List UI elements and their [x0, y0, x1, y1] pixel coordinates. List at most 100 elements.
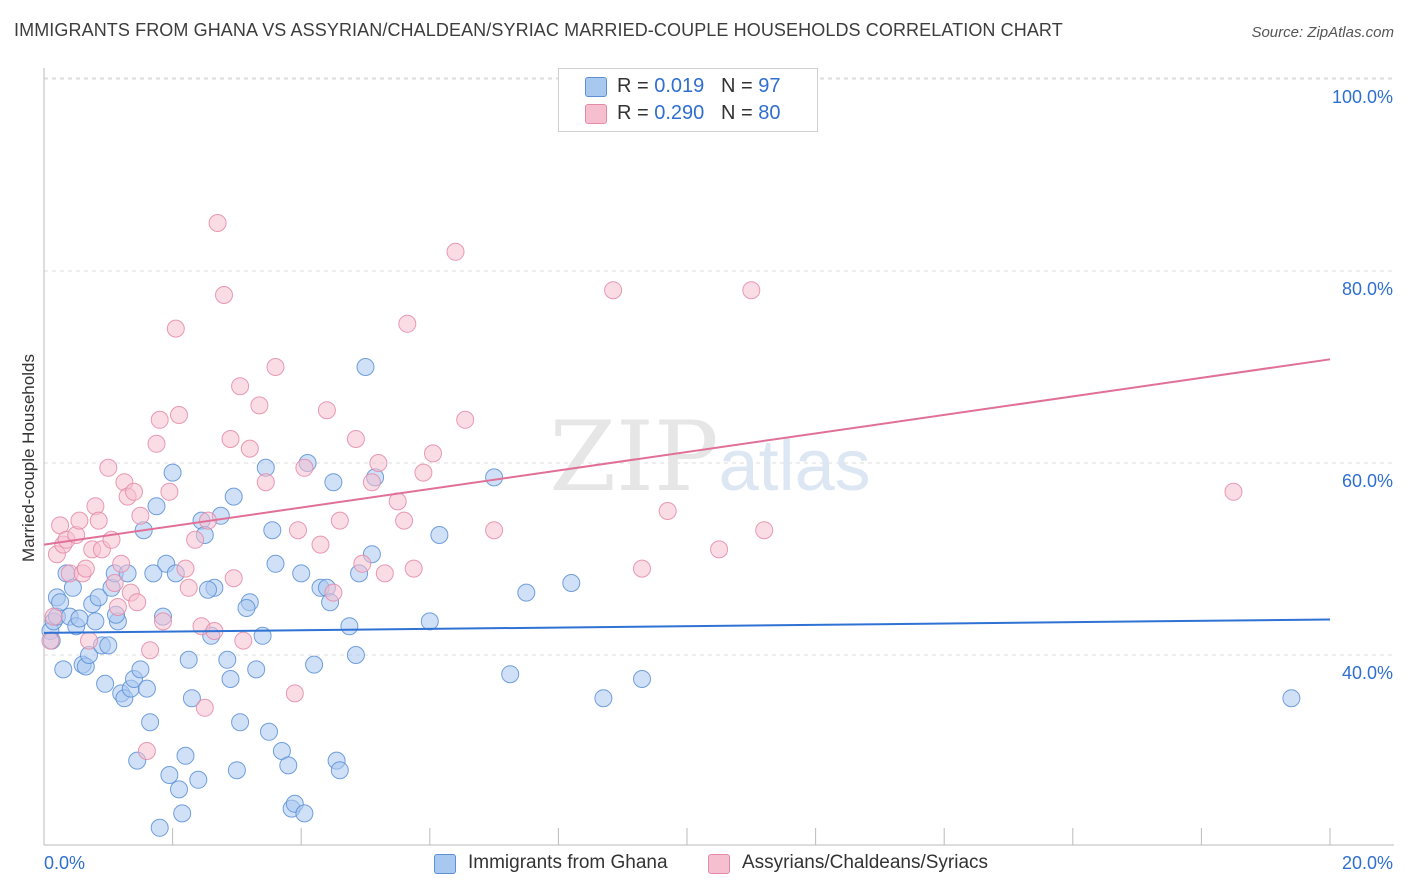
- point-assyrian: [375, 564, 394, 583]
- point-assyrian: [128, 593, 147, 612]
- point-assyrian: [112, 554, 131, 573]
- point-ghana: [346, 646, 365, 664]
- legend-r-value: 0.290: [654, 102, 705, 124]
- point-assyrian: [346, 430, 365, 448]
- point-assyrian: [41, 631, 60, 650]
- point-ghana: [170, 780, 188, 799]
- point-assyrian: [224, 569, 243, 588]
- point-ghana: [199, 580, 217, 599]
- x-tick-label: 0.0%: [44, 853, 85, 873]
- point-assyrian: [404, 559, 423, 578]
- point-assyrian: [755, 521, 774, 540]
- point-ghana: [227, 761, 246, 780]
- legend-swatch-blue: [585, 77, 607, 97]
- point-assyrian: [160, 482, 179, 501]
- point-ghana: [54, 660, 73, 679]
- point-ghana: [224, 487, 243, 506]
- point-ghana: [163, 463, 182, 482]
- point-ghana: [247, 660, 266, 679]
- legend-n-value: 80: [758, 102, 781, 124]
- point-assyrian: [604, 281, 623, 300]
- watermark: ZIPatlas: [549, 401, 870, 513]
- point-ghana: [160, 766, 179, 784]
- point-ghana: [266, 554, 285, 573]
- point-assyrian: [742, 281, 761, 300]
- trend-line-assyrian: [43, 358, 1331, 546]
- x-tick-labels: 0.0% 20.0%: [44, 853, 1393, 873]
- point-ghana: [324, 473, 343, 492]
- point-ghana: [562, 574, 581, 592]
- gridlines: [44, 77, 1394, 656]
- legend-n-value: 97: [758, 75, 781, 97]
- legend-r-label: R =: [617, 102, 649, 124]
- point-assyrian: [398, 314, 417, 333]
- point-ghana: [137, 679, 156, 698]
- point-assyrian: [147, 434, 166, 453]
- point-assyrian: [289, 521, 307, 540]
- source-label: Source: ZipAtlas.com: [1251, 24, 1394, 41]
- y-tick-label: 80.0%: [1342, 279, 1393, 299]
- point-assyrian: [154, 612, 172, 631]
- point-assyrian: [395, 511, 414, 530]
- point-ghana: [633, 670, 651, 688]
- point-ghana: [237, 599, 256, 617]
- point-assyrian: [108, 598, 127, 616]
- point-ghana: [485, 468, 504, 487]
- point-assyrian: [658, 502, 677, 520]
- point-assyrian: [89, 511, 108, 530]
- point-assyrian: [1224, 482, 1243, 501]
- stats-legend: R = 0.019 N = 97 R = 0.290 N = 80: [558, 68, 818, 132]
- series-assyrian-points: [41, 214, 1243, 760]
- point-assyrian: [353, 554, 372, 573]
- point-ghana: [260, 722, 278, 741]
- point-assyrian: [311, 535, 330, 554]
- point-ghana: [189, 770, 208, 789]
- point-assyrian: [215, 286, 233, 304]
- watermark-atlas: atlas: [719, 426, 871, 506]
- axes: [43, 68, 1394, 846]
- point-assyrian: [295, 458, 314, 477]
- point-ghana: [594, 689, 613, 708]
- y-axis-label: Married-couple Households: [19, 354, 38, 562]
- point-assyrian: [710, 540, 729, 559]
- legend-n-label: N =: [720, 102, 753, 124]
- trend-lines: [43, 358, 1331, 634]
- point-ghana: [231, 713, 250, 732]
- legend-r-label: R =: [617, 75, 649, 97]
- point-assyrian: [99, 458, 118, 477]
- point-assyrian: [221, 430, 240, 448]
- point-ghana: [292, 564, 311, 583]
- bottom-legend-label: Immigrants from Ghana: [468, 852, 668, 873]
- point-assyrian: [131, 506, 150, 525]
- point-ghana: [141, 713, 160, 732]
- point-assyrian: [186, 530, 205, 549]
- point-assyrian: [317, 401, 336, 420]
- point-assyrian: [150, 410, 169, 429]
- bottom-swatch-pink: [708, 854, 730, 874]
- point-ghana: [147, 497, 166, 516]
- bottom-swatch-blue: [434, 854, 456, 874]
- legend-n-label: N =: [720, 75, 753, 97]
- point-ghana: [96, 674, 115, 693]
- trend-line-ghana: [43, 618, 1331, 634]
- point-assyrian: [456, 410, 475, 429]
- point-ghana: [295, 804, 314, 823]
- chart-title: IMMIGRANTS FROM GHANA VS ASSYRIAN/CHALDE…: [14, 20, 1063, 40]
- point-ghana: [305, 655, 324, 674]
- point-ghana: [501, 665, 520, 684]
- point-ghana: [89, 588, 108, 607]
- point-ghana: [517, 583, 536, 602]
- point-ghana: [420, 612, 439, 631]
- legend-swatch-pink: [585, 104, 607, 124]
- point-assyrian: [424, 444, 442, 463]
- point-ghana: [173, 804, 192, 823]
- point-ghana: [144, 564, 163, 583]
- point-assyrian: [414, 463, 433, 482]
- point-ghana: [221, 670, 240, 688]
- point-ghana: [356, 358, 375, 376]
- point-ghana: [430, 526, 449, 544]
- point-ghana: [330, 761, 349, 780]
- point-ghana: [150, 818, 169, 837]
- point-assyrian: [125, 482, 143, 501]
- point-assyrian: [179, 578, 198, 597]
